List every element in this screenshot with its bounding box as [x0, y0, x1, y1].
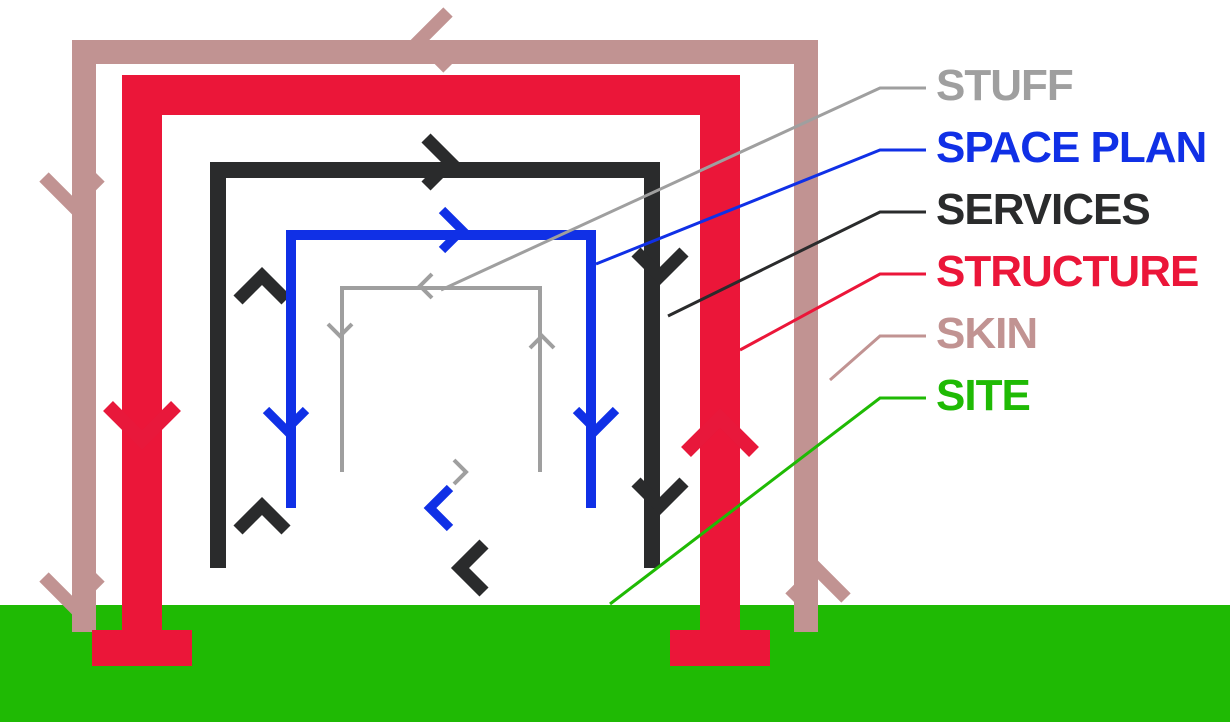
label-stuff: STUFF [936, 61, 1073, 110]
label-structure: STRUCTURE [936, 247, 1198, 296]
label-skin: SKIN [936, 309, 1037, 358]
leader-skin [830, 336, 926, 380]
leader-structure [740, 274, 926, 350]
label-services: SERVICES [936, 185, 1150, 234]
label-spaceplan: SPACE PLAN [936, 123, 1206, 172]
label-site: SITE [936, 371, 1030, 420]
shearing-layers-diagram: STUFF SPACE PLAN SERVICES STRUCTURE SKIN SITE [0, 0, 1230, 722]
